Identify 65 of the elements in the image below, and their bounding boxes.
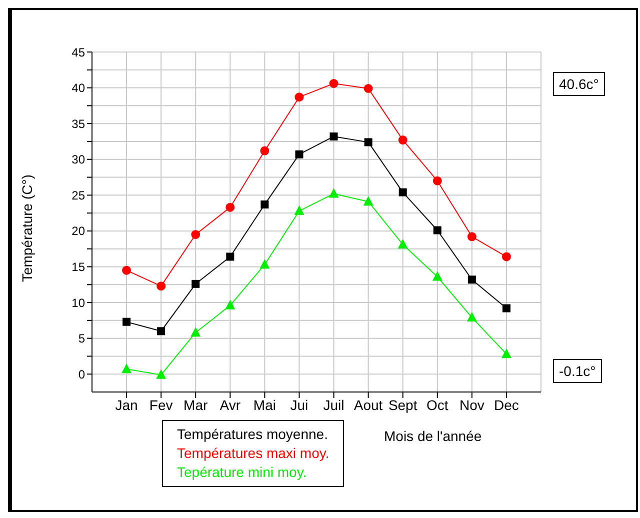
point <box>190 327 201 337</box>
x-tick-label: Mai <box>253 396 276 413</box>
point <box>466 312 477 322</box>
point <box>226 252 234 261</box>
point <box>122 364 132 374</box>
x-tick-label: Fev <box>149 396 173 413</box>
point <box>363 196 374 206</box>
y-tick-label: 25 <box>72 188 86 202</box>
text: Températures moyenne. <box>177 425 329 444</box>
point <box>468 276 476 284</box>
x-tick-label: Mar <box>184 396 208 413</box>
point <box>501 348 512 358</box>
point <box>432 271 442 281</box>
point <box>364 138 372 146</box>
point <box>122 266 132 275</box>
x-tick-label: Sept <box>388 396 418 413</box>
y-axis-title: Température (C°) <box>18 174 35 282</box>
point <box>330 132 338 140</box>
x-tick-label: Dec <box>494 396 519 413</box>
y-tick-label: 10 <box>72 296 86 310</box>
point <box>260 200 269 208</box>
text: Tepérature mini moy. <box>177 463 308 482</box>
point <box>364 84 373 94</box>
point <box>398 136 408 145</box>
point <box>260 146 270 156</box>
x-tick-label: Aout <box>354 396 383 413</box>
x-axis-title: Mois de l'année <box>384 428 482 444</box>
point <box>226 202 235 212</box>
point <box>157 327 166 336</box>
y-tick-label: 15 <box>72 260 86 274</box>
point <box>398 188 407 196</box>
x-tick-label: Jan <box>115 396 138 413</box>
y-tick-label: 0 <box>78 367 86 382</box>
y-tick-label: 45 <box>72 45 86 60</box>
point <box>192 280 200 288</box>
y-tick-label: 20 <box>72 224 86 238</box>
point <box>156 369 166 379</box>
point <box>294 92 304 102</box>
point <box>295 150 304 158</box>
point <box>122 318 131 326</box>
point <box>225 300 236 310</box>
point <box>433 226 442 234</box>
y-tick-label: 30 <box>72 152 86 167</box>
point <box>328 188 339 198</box>
x-tick-label: Juil <box>323 396 344 413</box>
y-tick-label: 35 <box>72 116 86 131</box>
point <box>398 239 408 249</box>
x-tick-label: Jui <box>290 396 308 413</box>
point <box>191 230 200 240</box>
point <box>260 259 270 269</box>
text: -0.1c° <box>553 359 602 383</box>
x-tick-label: Oct <box>426 396 448 413</box>
text: Températures maxi moy. <box>177 444 330 463</box>
point <box>432 176 442 186</box>
y-tick-label: 5 <box>78 332 86 346</box>
x-tick-label: Avr <box>220 396 241 413</box>
text: 40.6c° <box>553 72 605 96</box>
point <box>294 205 304 215</box>
point <box>502 304 510 312</box>
point <box>329 78 338 88</box>
y-tick-label: 40 <box>72 81 86 96</box>
point <box>502 252 511 262</box>
point <box>467 232 476 242</box>
x-tick-label: Nov <box>459 396 484 413</box>
point <box>156 282 166 291</box>
